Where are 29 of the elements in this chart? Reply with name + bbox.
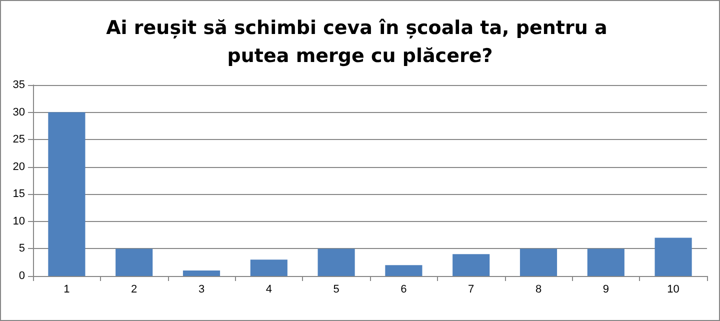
bar [250,260,288,276]
x-tick-label: 10 [667,284,680,296]
y-tick-label: 30 [12,106,25,118]
y-tick-label: 20 [12,160,25,173]
x-tick-label: 6 [400,284,407,296]
x-tick-label: 3 [198,284,205,296]
bar [452,254,490,276]
x-tick-label: 8 [535,284,542,296]
y-tick-label: 0 [18,270,25,282]
y-tick-label: 25 [12,134,25,146]
bar [48,112,86,276]
x-tick-label: 2 [131,284,138,296]
x-tick-label: 7 [468,284,474,296]
x-tick-label: 5 [333,284,340,296]
x-tick-label: 4 [266,284,272,296]
bar [654,238,692,276]
y-tick-label: 10 [12,215,25,228]
x-tick-label: 1 [64,284,70,296]
bar [318,248,355,276]
bar [587,248,624,276]
y-tick-label: 15 [12,188,25,200]
bar [520,248,558,276]
bar [385,265,422,276]
y-tick-label: 35 [12,79,25,91]
bar [116,248,153,276]
x-tick-label: 9 [602,284,609,296]
bar [182,270,220,276]
chart-title: Ai reușit să schimbi ceva în școala ta, pentru a putea merge cu plăcere? [106,17,614,67]
y-tick-label: 5 [18,242,25,255]
